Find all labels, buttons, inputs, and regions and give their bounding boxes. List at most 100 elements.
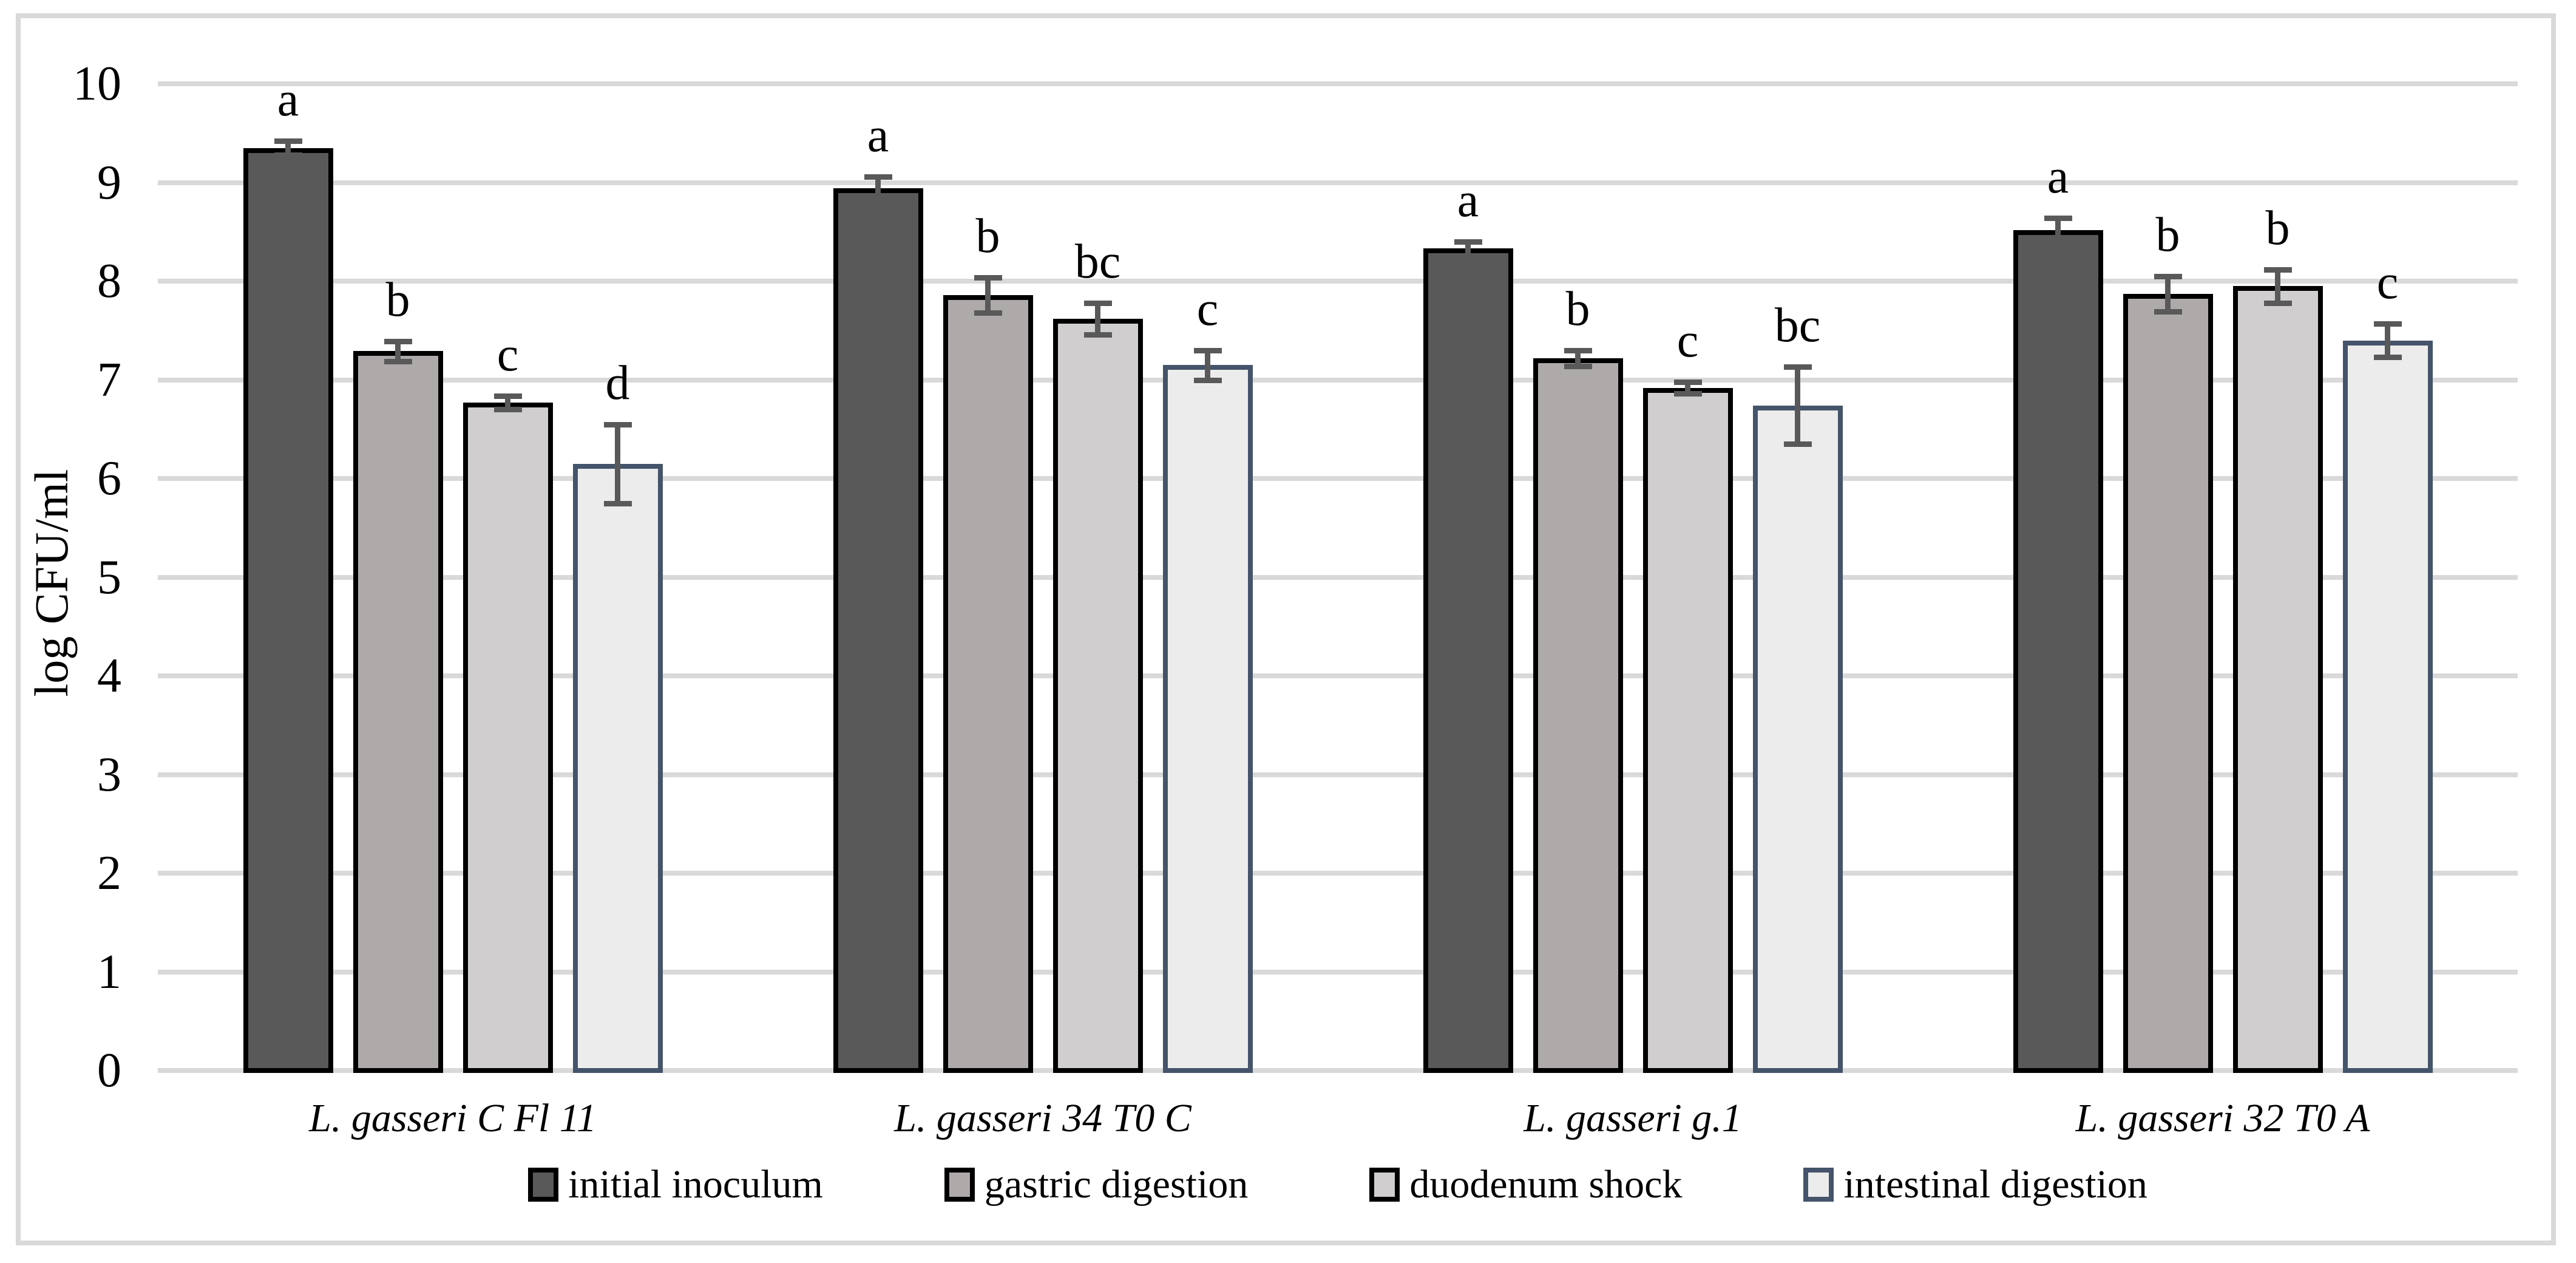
error-bar-cap	[274, 138, 302, 145]
error-bar-line	[985, 277, 991, 313]
error-bar-cap	[2263, 300, 2292, 306]
y-axis-tick-label: 2	[97, 846, 121, 900]
error-bar-line	[2165, 276, 2171, 312]
error-bar-line	[1095, 302, 1100, 335]
gridline	[158, 673, 2518, 678]
error-bar-cap	[2044, 216, 2072, 221]
legend-swatch	[1369, 1168, 1400, 1202]
error-bar-cap	[2263, 267, 2292, 273]
error-bar-cap	[1673, 391, 1702, 397]
bar	[572, 463, 663, 1073]
bar	[833, 188, 923, 1073]
error-bar-cap	[974, 310, 1002, 316]
significance-letter: b	[385, 273, 410, 327]
y-axis-tick-label: 5	[97, 550, 121, 604]
bar	[1533, 358, 1623, 1073]
error-bar-cap	[493, 407, 522, 413]
error-bar-line	[505, 395, 510, 410]
y-axis-tick-label: 4	[97, 649, 121, 703]
significance-letter: bc	[1774, 299, 1821, 353]
bar	[2232, 286, 2323, 1073]
figure-border	[16, 13, 2556, 1245]
significance-letter: c	[2376, 255, 2399, 309]
significance-letter: a	[867, 108, 889, 162]
category-label: L. gasseri g.1	[1524, 1096, 1742, 1140]
bar	[943, 294, 1033, 1073]
significance-letter: a	[277, 73, 299, 127]
error-bar-cap	[1193, 377, 1222, 383]
gridline	[158, 772, 2518, 777]
gridline	[158, 574, 2518, 580]
legend-item: duodenum shock	[1369, 1165, 1682, 1205]
significance-letter: a	[1457, 174, 1479, 227]
error-bar-cap	[1673, 379, 1702, 385]
legend-swatch	[944, 1168, 975, 1202]
gridline	[158, 279, 2518, 284]
legend-swatch	[528, 1168, 559, 1202]
bar	[1052, 318, 1143, 1073]
error-bar-cap	[603, 421, 632, 427]
legend-item: intestinal digestion	[1803, 1165, 2147, 1205]
error-bar-line	[1465, 242, 1471, 256]
error-bar-line	[1685, 381, 1690, 394]
significance-letter: b	[2265, 201, 2290, 255]
error-bar-cap	[2373, 355, 2402, 361]
gridline	[158, 180, 2518, 185]
legend-label: intestinal digestion	[1843, 1162, 2147, 1207]
y-axis-tick-label: 10	[73, 57, 121, 111]
error-bar-cap	[2154, 309, 2182, 315]
bar	[353, 351, 443, 1073]
legend-item: initial inoculum	[528, 1165, 823, 1205]
significance-letter: b	[1565, 282, 1590, 336]
error-bar-cap	[2154, 273, 2182, 279]
y-axis-tick-label: 8	[97, 254, 121, 308]
error-bar-line	[875, 176, 881, 200]
significance-letter: c	[1676, 313, 1699, 367]
error-bar-cap	[1083, 332, 1112, 338]
legend: initial inoculum gastric digestion duodenu…	[158, 1165, 2518, 1205]
gridline	[158, 377, 2518, 383]
error-bar-cap	[974, 274, 1002, 281]
error-bar-cap	[384, 358, 412, 364]
y-axis-tick-label: 6	[97, 452, 121, 505]
error-bar-cap	[864, 174, 892, 180]
category-label: L. gasseri C Fl 11	[309, 1096, 597, 1140]
error-bar-cap	[2044, 239, 2072, 245]
error-bar-line	[615, 424, 620, 503]
error-bar-cap	[1454, 239, 1482, 245]
gridline	[158, 81, 2518, 86]
y-axis-tick-label: 7	[97, 353, 121, 407]
error-bar-line	[1205, 350, 1210, 380]
error-bar-cap	[1564, 347, 1592, 353]
error-bar-cap	[1083, 300, 1112, 306]
bar	[1642, 387, 1733, 1073]
error-bar-line	[395, 341, 401, 361]
legend-label: gastric digestion	[984, 1162, 1249, 1207]
y-axis-tick-label: 0	[97, 1044, 121, 1097]
error-bar-cap	[384, 339, 412, 345]
significance-letter: bc	[1074, 234, 1121, 288]
error-bar-line	[2385, 323, 2390, 358]
significance-letter: c	[497, 327, 519, 381]
category-label: L. gasseri 34 T0 C	[894, 1096, 1191, 1140]
error-bar-cap	[1454, 253, 1482, 259]
error-bar-cap	[274, 152, 302, 158]
category-label: L. gasseri 32 T0 A	[2075, 1096, 2370, 1140]
error-bar-cap	[1564, 363, 1592, 369]
y-axis-tick-label: 1	[97, 945, 121, 999]
error-bar-cap	[1193, 347, 1222, 353]
bar	[1162, 365, 1253, 1073]
legend-swatch	[1803, 1168, 1834, 1202]
error-bar-cap	[493, 393, 522, 399]
significance-letter: c	[1196, 282, 1219, 336]
bar	[2123, 294, 2213, 1073]
legend-label: duodenum shock	[1409, 1162, 1683, 1207]
bar	[243, 148, 333, 1073]
legend-label: initial inoculum	[568, 1162, 823, 1207]
significance-letter: a	[2047, 150, 2069, 203]
error-bar-line	[285, 141, 291, 155]
error-bar-cap	[1783, 441, 1812, 448]
bar	[463, 402, 553, 1073]
significance-letter: d	[605, 356, 630, 410]
